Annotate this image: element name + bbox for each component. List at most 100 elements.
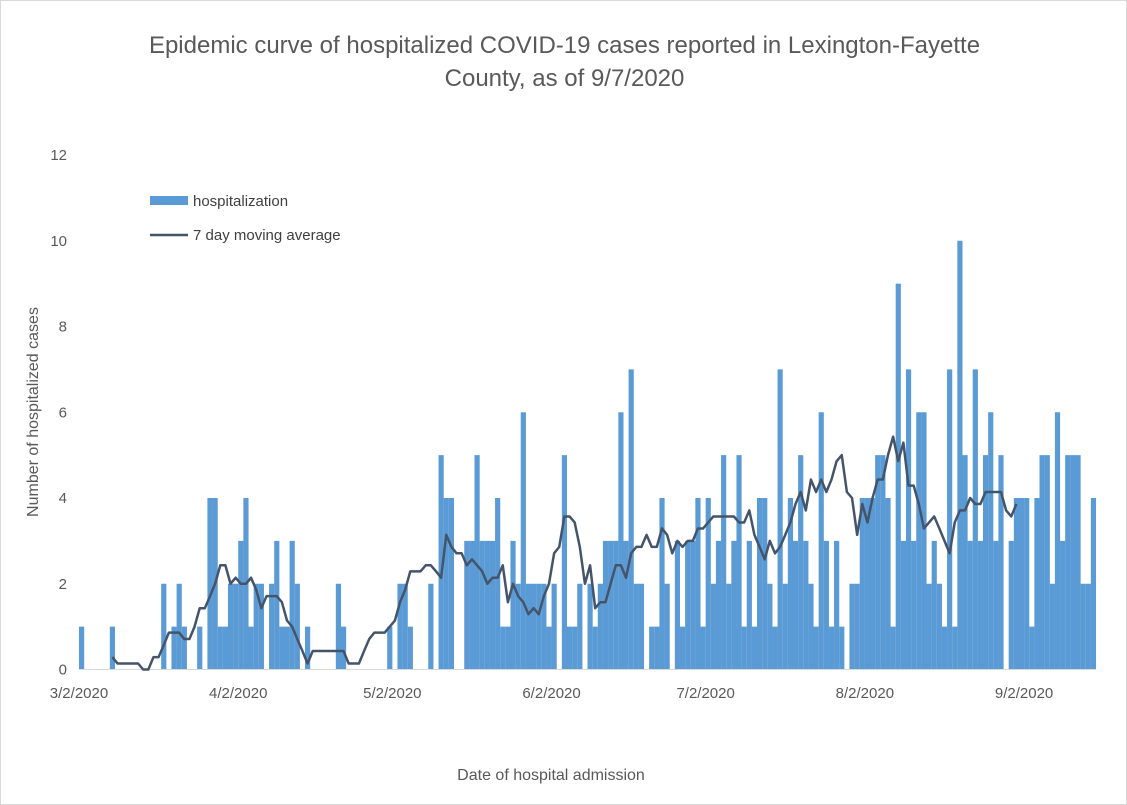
hospitalization-bar (489, 540, 496, 670)
hospitalization-bar (407, 626, 413, 670)
hospitalization-bar (438, 455, 444, 670)
hospitalization-bar (674, 540, 681, 670)
hospitalization-bar (335, 583, 342, 670)
hospitalization-bar (238, 540, 244, 670)
hospitalization-bar (531, 583, 537, 670)
hospitalization-bar (474, 455, 480, 670)
y-axis-title: Number of hospitalized cases (25, 307, 42, 517)
hospitalization-bar (1008, 540, 1014, 670)
hospitalization-bar (500, 626, 506, 670)
hospitalization-bar (633, 583, 639, 670)
hospitalization-bar (79, 626, 85, 670)
hospitalization-bar (279, 626, 285, 670)
y-tick-label: 4 (59, 490, 67, 507)
x-tick-label: 4/2/2020 (209, 685, 267, 702)
hospitalization-bar (541, 583, 547, 670)
hospitalization-bar (864, 498, 871, 670)
y-tick-label: 0 (59, 662, 67, 679)
hospitalization-bar (1029, 626, 1035, 670)
hospitalization-bar (181, 626, 187, 670)
hospitalization-bar (109, 626, 116, 670)
hospitalization-bar (967, 540, 973, 670)
hospitalization-bar (998, 455, 1004, 670)
hospitalization-bar (618, 412, 624, 670)
hospitalization-bar (510, 540, 516, 670)
hospitalization-bar (597, 583, 603, 670)
hospitalization-bar (962, 455, 968, 670)
hospitalization-bar (751, 626, 758, 670)
hospitalization-bar (305, 626, 311, 670)
hospitalization-bar (1054, 412, 1061, 670)
x-tick-label: 5/2/2020 (363, 685, 421, 702)
x-axis-title: Date of hospital admission (457, 767, 645, 784)
hospitalization-bar (608, 540, 614, 670)
hospitalization-bar (659, 498, 665, 670)
hospitalization-bar (777, 369, 783, 670)
y-tick-label: 10 (50, 233, 67, 250)
hospitalization-bar (972, 369, 978, 670)
hospitalization-bar (520, 412, 526, 670)
hospitalization-bar (572, 626, 578, 670)
x-tick-label: 3/2/2020 (50, 685, 108, 702)
y-tick-label: 12 (50, 147, 67, 164)
hospitalization-bar (274, 540, 280, 670)
hospitalization-bar (233, 583, 239, 670)
hospitalization-bar (638, 583, 645, 670)
hospitalization-bar (695, 498, 701, 670)
hospitalization-bar (911, 540, 917, 670)
hospitalization-bar (782, 583, 788, 670)
hospitalization-bar (1065, 455, 1071, 670)
hospitalization-bar (269, 583, 275, 670)
hospitalization-bar (227, 583, 234, 670)
hospitalization-bar (818, 412, 824, 670)
hospitalization-bar (803, 540, 809, 670)
hospitalization-bar (161, 583, 167, 670)
hospitalization-bar (757, 498, 763, 670)
hospitalization-bar (1049, 583, 1055, 670)
x-tick-label: 7/2/2020 (676, 685, 734, 702)
hospitalization-bar (700, 626, 706, 670)
hospitalization-bar (1044, 455, 1050, 670)
hospitalization-bar (885, 498, 891, 670)
hospitalization-bar (248, 626, 254, 670)
hospitalization-bar (977, 540, 984, 670)
hospitalization-bar (921, 412, 927, 670)
hospitalization-bar (1060, 540, 1066, 670)
hospitalization-bar (731, 540, 737, 670)
hospitalization-bar (772, 626, 778, 670)
y-tick-label: 6 (59, 404, 67, 421)
hospitalization-bar (710, 583, 716, 670)
legend-line-label: 7 day moving average (193, 227, 341, 244)
hospitalization-bar (808, 583, 814, 670)
hospitalization-bar (1090, 498, 1097, 670)
hospitalization-bar (592, 626, 598, 670)
legend: hospitalization 7 day moving average (150, 193, 341, 244)
hospitalization-bar (721, 455, 727, 670)
hospitalization-bar (828, 626, 835, 670)
y-axis-ticks: 0 2 4 6 8 10 12 (50, 147, 67, 679)
hospitalization-bar (197, 626, 203, 670)
hospitalization-bar (679, 626, 686, 670)
hospitalization-bar (546, 626, 552, 670)
hospitalization-bar (217, 626, 223, 670)
x-tick-label: 8/2/2020 (836, 685, 894, 702)
hospitalization-bar (495, 498, 501, 670)
hospitalization-bar (936, 583, 942, 670)
hospitalization-bar (623, 540, 629, 670)
hospitalization-bar (253, 583, 259, 670)
hospitalization-bar (859, 498, 865, 670)
hospitalization-bar (222, 626, 229, 670)
hospitalization-bar (1070, 455, 1076, 670)
hospitalization-bar (1085, 583, 1091, 670)
hospitalization-bar (839, 626, 845, 670)
hospitalization-bar (176, 583, 182, 670)
hospitalization-bar (397, 583, 403, 670)
hospitalization-bar (289, 540, 295, 670)
hospitalization-bar (983, 455, 989, 670)
x-tick-label: 6/2/2020 (522, 685, 580, 702)
hospitalization-bar (926, 583, 932, 670)
hospitalization-bar (443, 498, 449, 670)
hospitalization-bar (469, 540, 475, 670)
